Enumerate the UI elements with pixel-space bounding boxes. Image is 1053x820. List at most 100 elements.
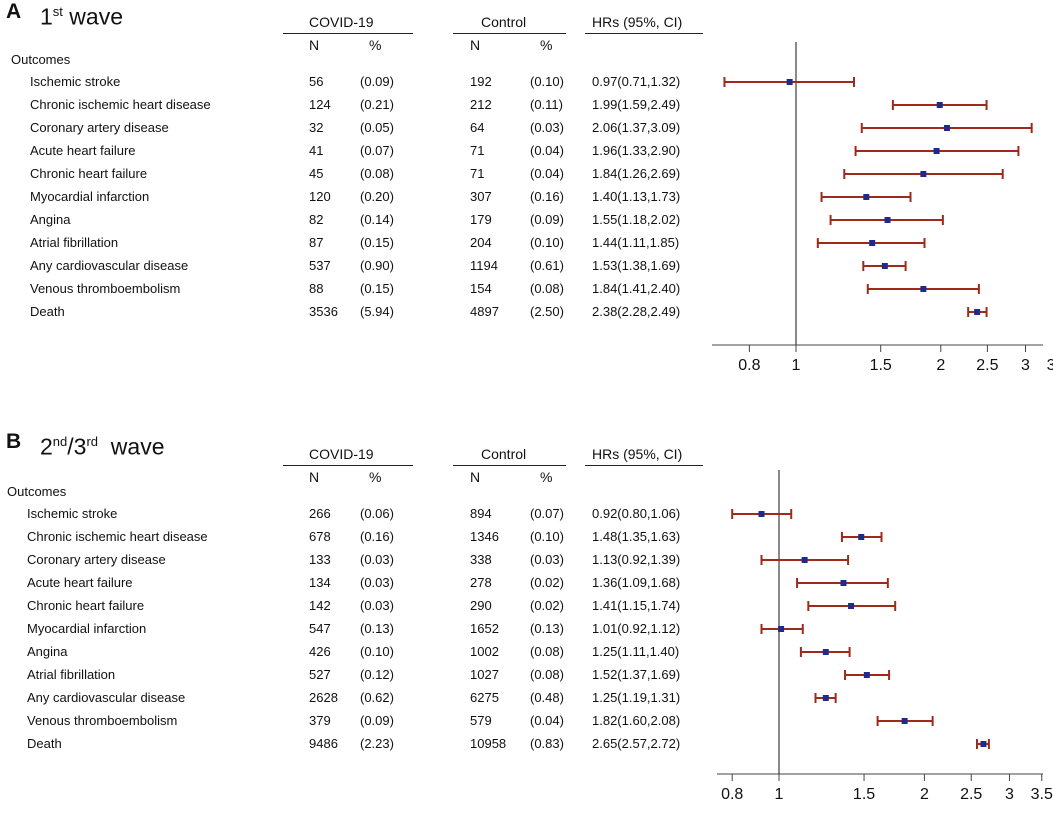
covid-pct: (0.09) [360,74,394,89]
hr-point [822,695,829,701]
outcome-label: Angina [27,644,68,659]
covid-n: 9486 [309,736,338,751]
control-n: 4897 [470,304,499,319]
x-tick-label: 1.5 [853,786,875,803]
control-pct: (0.04) [530,166,564,181]
hr-point [801,557,808,563]
control-pct: (0.10) [530,235,564,250]
control-n: 179 [470,212,492,227]
hazard-ratio: 1.25(1.11,1.40) [592,644,680,659]
covid-n: 120 [309,189,331,204]
covid-pct-header: % [369,469,382,485]
hazard-ratio: 1.52(1.37,1.69) [592,667,681,682]
x-tick-label: 1.5 [870,357,892,374]
control-n: 204 [470,235,492,250]
control-pct: (0.04) [530,713,564,728]
covid-pct: (0.08) [360,166,394,181]
control-pct-header: % [540,37,553,53]
covid-group-header: COVID-19 [309,446,374,462]
hr-point [786,79,793,85]
x-tick-label: 1 [792,357,801,374]
control-pct: (0.03) [530,120,564,135]
control-pct: (0.13) [530,621,564,636]
covid-n: 2628 [309,690,338,705]
hazard-ratio: 1.82(1.60,2.08) [592,713,681,728]
covid-pct: (0.05) [360,120,394,135]
covid-n-header: N [309,469,320,485]
control-pct: (0.11) [530,97,563,112]
covid-n: 426 [309,644,331,659]
control-pct: (2.50) [530,304,564,319]
hr-header-rule [585,33,703,34]
outcome-label: Angina [30,212,71,227]
hazard-ratio: 1.36(1.09,1.68) [592,575,681,590]
hr-point [778,626,785,632]
x-tick-label: 2.5 [976,357,998,374]
control-n: 579 [470,713,492,728]
hr-point [858,534,865,540]
outcome-label: Coronary artery disease [30,120,169,135]
hazard-ratio: 1.13(0.92,1.39) [592,552,681,567]
forest-plot: 0.8 1 1.5 2 2.5 3 3.5 [712,42,1053,374]
hazard-ratio: 1.99(1.59,2.49) [592,97,681,112]
covid-n: 82 [309,212,324,227]
panel-b: B 2nd/3rd wave COVID-19 Control HRs (95%… [0,425,1053,820]
control-pct: (0.04) [530,143,564,158]
hazard-ratio: 1.84(1.26,2.69) [592,166,681,181]
hr-point [920,171,927,177]
hr-point [869,240,876,246]
hazard-ratio: 2.65(2.57,2.72) [592,736,681,751]
covid-n: 134 [309,575,331,590]
control-pct: (0.48) [530,690,564,705]
control-n: 64 [470,120,485,135]
outcome-label: Any cardiovascular disease [30,258,189,273]
x-tick-label: 3.5 [1031,786,1053,803]
hr-point [920,286,927,292]
panel-letter: A [6,0,22,23]
control-n-header: N [470,37,481,53]
outcome-label: Coronary artery disease [27,552,166,567]
covid-pct: (0.62) [360,690,394,705]
control-pct: (0.08) [530,667,564,682]
hr-point [758,511,765,517]
control-n: 154 [470,281,492,296]
hr-group-header: HRs (95%, CI) [592,446,683,462]
covid-pct-header: % [369,37,382,53]
outcome-label: Death [30,304,65,319]
hazard-ratio: 1.41(1.15,1.74) [592,598,681,613]
covid-pct: (0.07) [360,143,394,158]
control-n: 71 [470,166,485,181]
covid-pct: (0.15) [360,281,394,296]
control-n: 1002 [470,644,499,659]
control-pct: (0.02) [530,598,564,613]
covid-header-rule [283,33,413,34]
hr-point [943,125,950,131]
covid-pct: (0.03) [360,575,394,590]
control-n-header: N [470,469,481,485]
x-tick-label: 3 [1021,357,1030,374]
covid-pct: (0.09) [360,713,394,728]
covid-n: 537 [309,258,331,273]
covid-n: 142 [309,598,331,613]
hr-point [901,718,908,724]
hazard-ratio: 1.55(1.18,2.02) [592,212,681,227]
outcome-label: Venous thromboembolism [27,713,178,728]
hazard-ratio: 0.92(0.80,1.06) [592,506,681,521]
hazard-ratio: 1.01(0.92,1.12) [592,621,681,636]
hazard-ratio: 2.06(1.37,3.09) [592,120,681,135]
control-n: 1652 [470,621,499,636]
forest-plot: 0.8 1 1.5 2 2.5 3 3.5 [717,470,1053,803]
covid-group-header: COVID-19 [309,14,374,30]
control-pct: (0.83) [530,736,564,751]
control-n: 71 [470,143,485,158]
covid-pct: (0.20) [360,189,394,204]
control-n: 894 [470,506,492,521]
covid-pct: (0.14) [360,212,394,227]
outcome-label: Death [27,736,62,751]
hr-point [980,741,987,747]
outcome-label: Chronic ischemic heart disease [30,97,211,112]
covid-n: 56 [309,74,324,89]
control-pct: (0.16) [530,189,564,204]
control-pct: (0.61) [530,258,564,273]
x-tick-label: 2 [936,357,945,374]
